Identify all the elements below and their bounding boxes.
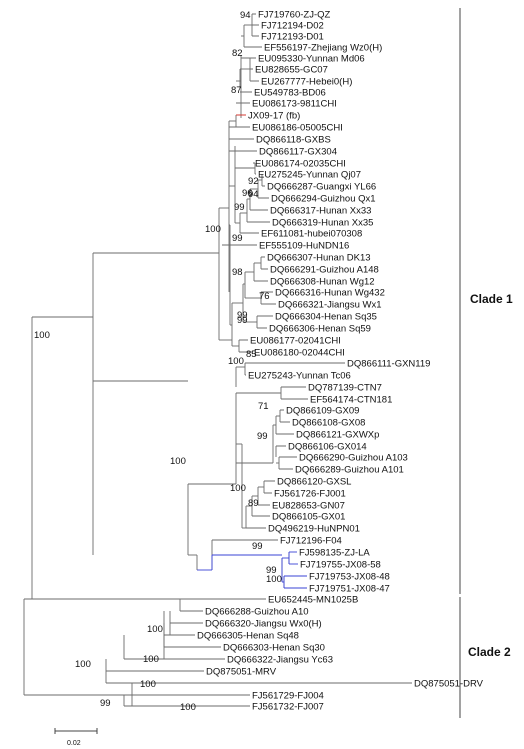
bootstrap-value: 100 — [140, 679, 156, 690]
bootstrap-value: 92 — [248, 176, 259, 187]
taxon-label: FJ719755-JX08-58 — [300, 560, 381, 571]
taxon-label: DQ666316-Hunan Wg432 — [275, 288, 385, 299]
taxon-label: EU828653-GN07 — [272, 501, 345, 512]
taxon-label: DQ496219-HuNPN01 — [268, 524, 360, 535]
taxon-label: FJ712196-F04 — [280, 536, 342, 547]
taxon-label: DQ866117-GX304 — [259, 147, 337, 158]
taxon-label: EU086180-02044CHI — [254, 348, 345, 359]
taxon-label: DQ866121-GXWXp — [296, 430, 379, 441]
taxon-label: DQ666304-Henan Sq35 — [275, 312, 377, 323]
scale-bar-label: 0.02 — [67, 740, 81, 747]
taxon-label: DQ866118-GXBS — [256, 135, 331, 146]
taxon-label: DQ866106-GX014 — [288, 442, 367, 453]
bootstrap-value: 99 — [237, 310, 248, 321]
taxon-label: DQ866111-GXN119 — [347, 359, 430, 370]
taxon-label: DQ666307-Hunan DK13 — [267, 253, 371, 264]
taxon-label: DQ666287-Guangxi YL66 — [267, 182, 376, 193]
bootstrap-value: 94 — [240, 10, 251, 21]
taxon-label: FJ598135-ZJ-LA — [299, 548, 370, 559]
taxon-label: EU086186-05005CHI — [252, 123, 343, 134]
taxon-label: EU275245-Yunnan Qj07 — [258, 170, 361, 181]
bootstrap-value: 100 — [180, 702, 196, 713]
taxon-label: DQ666291-Guizhou A148 — [270, 265, 379, 276]
clade-1-label: Clade 1 — [470, 292, 513, 306]
bootstrap-value: 71 — [258, 401, 269, 412]
taxon-label: DQ666290-Guizhou A103 — [299, 453, 408, 464]
bootstrap-value: 98 — [232, 267, 243, 278]
bootstrap-value: 99 — [232, 233, 243, 244]
taxon-label: FJ561729-FJ004 — [252, 691, 324, 702]
taxon-label: DQ666321-Jiangsu Wx1 — [278, 300, 382, 311]
taxon-label: DQ866105-GX01 — [272, 512, 345, 523]
taxon-label: EF611081-hubei070308 — [261, 229, 362, 240]
bootstrap-value: 76 — [259, 291, 270, 302]
taxon-label: DQ875051-DRV — [414, 679, 484, 690]
taxon-label: EU828655-GC07 — [255, 65, 328, 76]
taxon-label: EF555109-HuNDN16 — [259, 241, 349, 252]
bootstrap-value: 94 — [248, 189, 259, 200]
clade-2-label: Clade 2 — [468, 645, 511, 659]
bootstrap-value: 99 — [237, 315, 248, 326]
taxon-label: EU267777-Hebei0(H) — [261, 77, 352, 88]
taxon-labels: FJ719760-ZJ-QZFJ712194-D02FJ712193-D01EF… — [197, 10, 484, 713]
taxon-label: FJ561732-FJ007 — [252, 702, 324, 713]
taxon-label: DQ666319-Hunan Xx35 — [272, 218, 373, 229]
bootstrap-labels: 9482879296949999100987699991008510071991… — [34, 10, 282, 713]
taxon-label: DQ666306-Henan Sq59 — [269, 324, 371, 335]
taxon-label: FJ712194-D02 — [261, 21, 324, 32]
bootstrap-value: 99 — [266, 565, 277, 576]
bootstrap-value: 99 — [252, 541, 263, 552]
taxon-label: FJ719753-JX08-48 — [309, 572, 390, 583]
taxon-label: DQ866120-GXSL — [277, 477, 351, 488]
taxon-label: DQ666320-Jiangsu Wx0(H) — [205, 619, 322, 630]
bootstrap-value: 100 — [75, 659, 91, 670]
bootstrap-value: 82 — [232, 48, 243, 59]
bootstrap-value: 99 — [257, 431, 268, 442]
bootstrap-value: 100 — [143, 654, 159, 665]
taxon-label: EU086174-02035CHI — [255, 159, 346, 170]
taxon-label: EU086173-9811CHI — [252, 99, 337, 110]
bootstrap-value: 99 — [234, 202, 245, 213]
taxon-label: DQ787139-CTN7 — [308, 383, 382, 394]
taxon-label: DQ666317-Hunan Xx33 — [270, 206, 371, 217]
taxon-label: DQ666305-Henan Sq48 — [197, 631, 299, 642]
taxon-label: DQ866108-GX08 — [292, 418, 365, 429]
bootstrap-value: 99 — [100, 698, 111, 709]
bootstrap-value: 100 — [170, 456, 186, 467]
taxon-label: EU652445-MN1025B — [268, 595, 358, 606]
taxon-label: FJ712193-D01 — [261, 32, 324, 43]
bootstrap-value: 85 — [246, 349, 257, 360]
bootstrap-value: 96 — [242, 188, 253, 199]
tree-branches — [23, 13, 412, 707]
bootstrap-value: 100 — [205, 224, 221, 235]
bootstrap-value: 100 — [266, 574, 282, 585]
taxon-label: DQ666288-Guizhou A10 — [205, 607, 309, 618]
taxon-label: EU549783-BD06 — [254, 88, 326, 99]
taxon-label: EU095330-Yunnan Md06 — [258, 54, 365, 65]
taxon-label: DQ666322-Jiangsu Yc63 — [227, 655, 333, 666]
taxon-label: DQ666294-Guizhou Qx1 — [271, 194, 376, 205]
taxon-label: FJ561726-FJ001 — [274, 489, 346, 500]
bootstrap-value: 89 — [248, 498, 259, 509]
bootstrap-value: 100 — [230, 483, 246, 494]
taxon-label: EF556197-Zhejiang Wz0(H) — [264, 43, 382, 54]
taxon-label: DQ866109-GX09 — [286, 406, 359, 417]
taxon-label: EF564174-CTN181 — [310, 395, 392, 406]
taxon-label: JX09-17 (fb) — [248, 111, 300, 122]
taxon-label: DQ875051-MRV — [206, 667, 277, 678]
bootstrap-value: 87 — [231, 85, 242, 96]
taxon-label: FJ719751-JX08-47 — [309, 584, 390, 595]
taxon-label: EU275243-Yunnan Tc06 — [248, 371, 351, 382]
taxon-label: DQ666308-Hunan Wg12 — [270, 277, 375, 288]
taxon-label: DQ666289-Guizhou A101 — [295, 465, 404, 476]
taxon-label: DQ666303-Henan Sq30 — [223, 643, 325, 654]
taxon-label: FJ719760-ZJ-QZ — [258, 10, 331, 21]
bootstrap-value: 100 — [34, 330, 50, 341]
bootstrap-value: 100 — [147, 624, 163, 635]
bootstrap-value: 100 — [228, 356, 244, 367]
taxon-label: EU086177-02041CHI — [250, 336, 341, 347]
